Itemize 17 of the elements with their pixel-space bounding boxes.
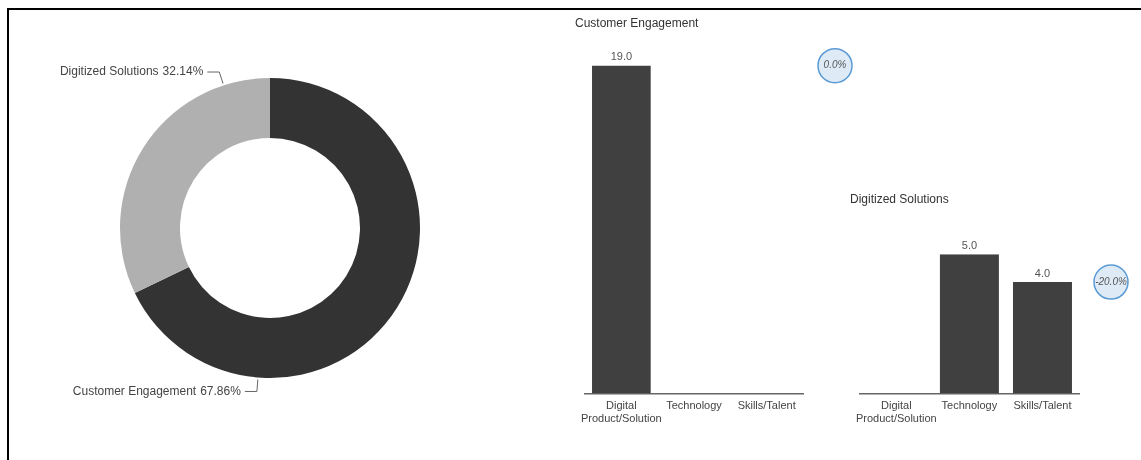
slice-label: Customer Engagement (72, 383, 197, 398)
chart-title: Customer Engagement (575, 15, 700, 30)
text: -20.0% (1095, 275, 1127, 287)
text: 0.0% (823, 59, 847, 71)
data-label: 19.0 (610, 50, 633, 63)
data-label: 67.86% (200, 383, 242, 398)
x-tick-label: Digital Product/Solution (856, 399, 937, 425)
chart-title: Digitized Solutions (850, 191, 949, 206)
x-tick-label: Skills/Talent (1013, 399, 1072, 412)
x-tick-label: Technology (666, 399, 723, 412)
x-tick-label: Digital Product/Solution (581, 399, 662, 425)
x-tick-label: Skills/Talent (737, 399, 796, 412)
data-label: 32.14% (162, 64, 204, 79)
x-tick-label: Technology (941, 399, 998, 412)
data-label: 5.0 (961, 238, 978, 251)
data-label: 4.0 (1034, 266, 1051, 279)
slice-label: Digitized Solutions (59, 64, 159, 79)
